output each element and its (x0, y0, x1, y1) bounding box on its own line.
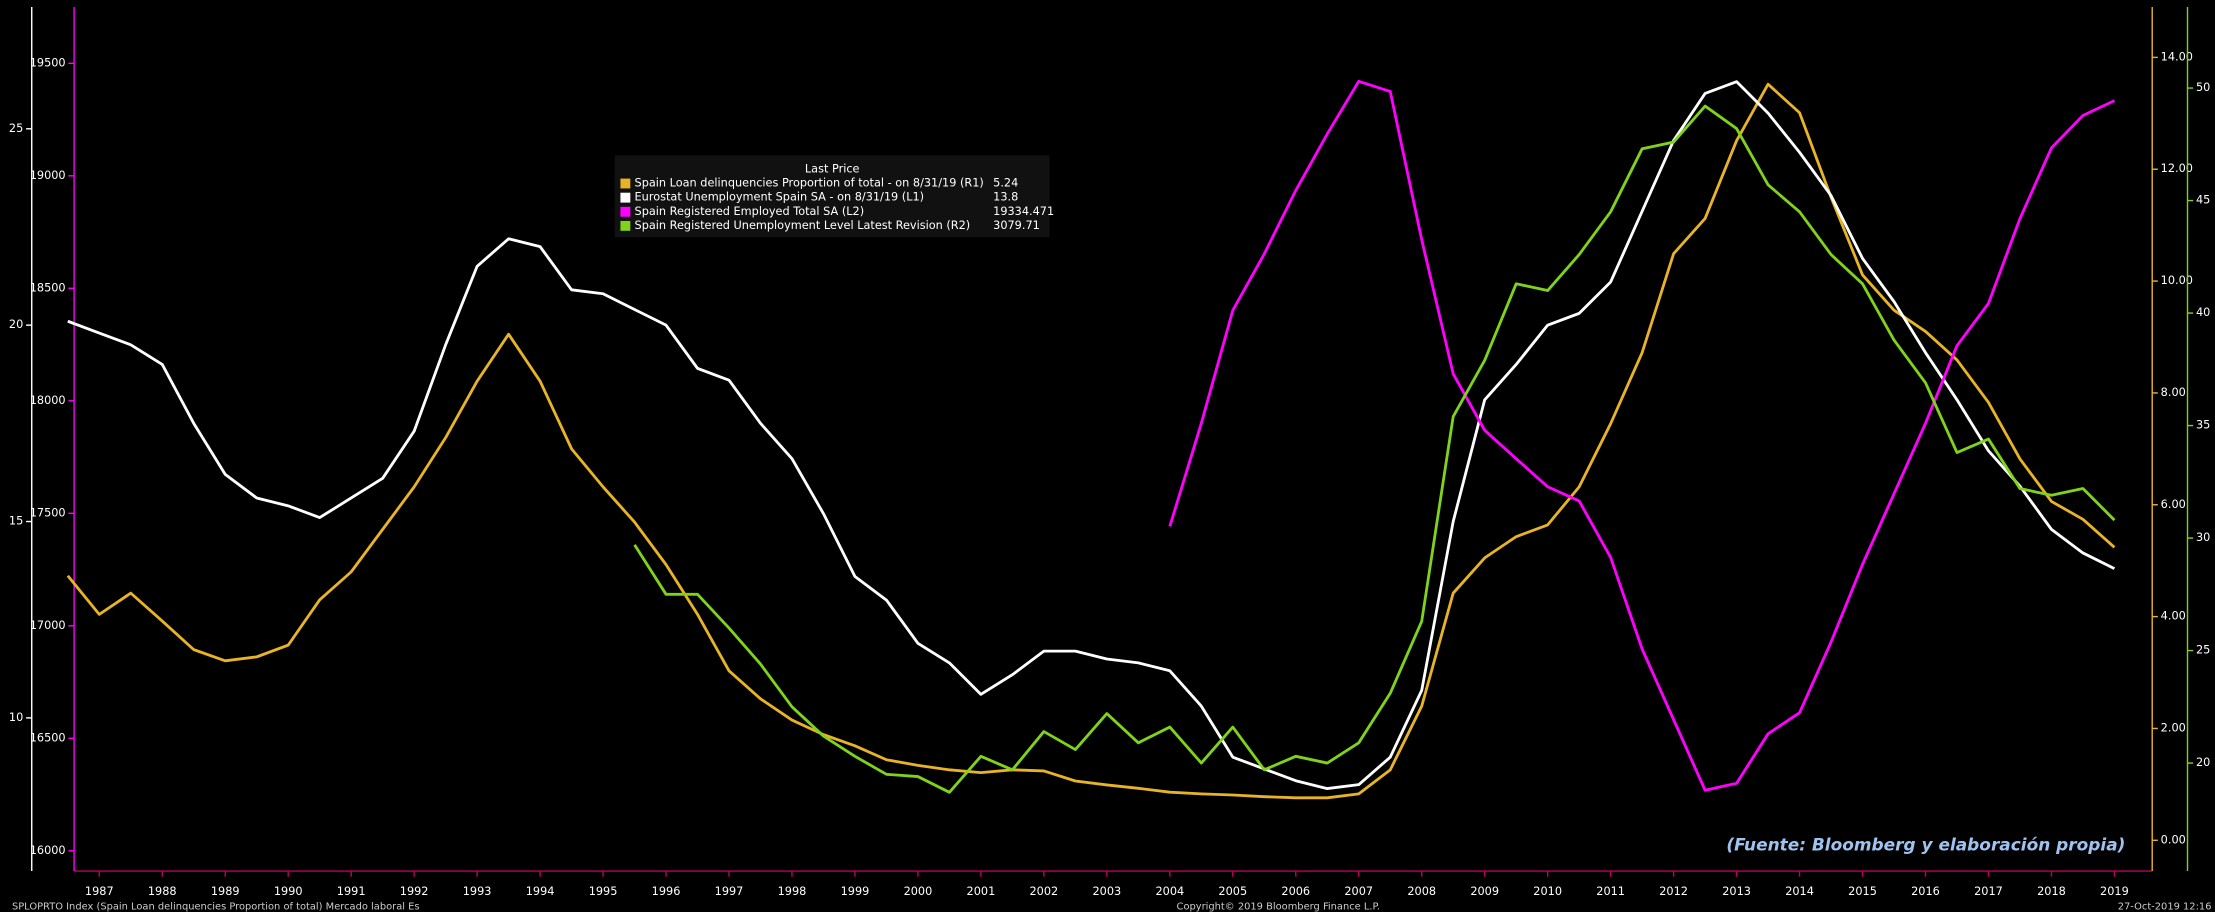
legend-label: Spain Registered Employed Total SA (L2) (635, 205, 865, 218)
y-tick-label: 19500 (30, 56, 66, 69)
y-tick-label: 14.00 (2161, 50, 2193, 63)
x-tick-label: 2019 (2100, 885, 2129, 898)
x-tick-label: 2007 (1344, 885, 1373, 898)
x-tick-label: 1996 (652, 885, 681, 898)
y-tick-label: 15 (9, 515, 23, 528)
x-tick-label: 2018 (2037, 885, 2066, 898)
x-tick-label: 2001 (967, 885, 996, 898)
x-tick-label: 2005 (1218, 885, 1247, 898)
legend-value: 3079.71 (993, 219, 1040, 232)
legend-title: Last Price (805, 162, 860, 175)
series-line (1168, 79, 2116, 792)
y-tick-label: 18500 (30, 281, 66, 294)
x-tick-label: 1990 (274, 885, 303, 898)
series-line (67, 80, 2116, 790)
y-tick-label: 4.00 (2161, 610, 2186, 623)
x-tick-label: 2008 (1407, 885, 1436, 898)
x-tick-label: 2006 (1281, 885, 1310, 898)
legend-label: Spain Loan delinquencies Proportion of t… (635, 177, 984, 190)
legend-value: 19334.471 (993, 205, 1054, 218)
x-tick-label: 2017 (1974, 885, 2003, 898)
y-tick-label: 50 (2196, 81, 2210, 94)
y-tick-label: 20 (2196, 756, 2210, 769)
x-tick-label: 2009 (1470, 885, 1499, 898)
x-tick-label: 2000 (904, 885, 933, 898)
x-tick-label: 1997 (715, 885, 744, 898)
x-tick-label: 1988 (148, 885, 177, 898)
y-tick-label: 12.00 (2161, 162, 2193, 175)
footer-right: 27-Oct-2019 12:16 (2118, 901, 2212, 912)
legend-value: 13.8 (993, 191, 1018, 204)
y-tick-label: 40 (2196, 306, 2210, 319)
x-tick-label: 2014 (1785, 885, 1814, 898)
y-tick-label: 8.00 (2161, 386, 2186, 399)
x-tick-label: 1998 (778, 885, 807, 898)
y-tick-label: 30 (2196, 531, 2210, 544)
x-tick-label: 2012 (1659, 885, 1688, 898)
y-tick-label: 17000 (30, 619, 66, 632)
footer-left: SPLOPRTO Index (Spain Loan delinquencies… (12, 901, 420, 912)
legend-swatch (620, 192, 631, 203)
legend-swatch (620, 220, 631, 231)
y-tick-label: 17500 (30, 506, 66, 519)
x-tick-label: 2010 (1533, 885, 1562, 898)
x-tick-label: 2016 (1911, 885, 1940, 898)
legend-box (614, 155, 1050, 238)
y-tick-label: 2.00 (2161, 721, 2186, 734)
x-tick-label: 2011 (1596, 885, 1625, 898)
footer-center: Copyright© 2019 Bloomberg Finance L.P. (1177, 901, 1381, 912)
x-tick-label: 1993 (463, 885, 492, 898)
y-tick-label: 10.00 (2161, 274, 2193, 287)
x-tick-label: 2003 (1092, 885, 1121, 898)
y-tick-label: 20 (9, 318, 23, 331)
y-tick-label: 18000 (30, 394, 66, 407)
series-line (66, 82, 2116, 800)
y-tick-label: 16500 (30, 731, 66, 744)
x-tick-label: 2002 (1030, 885, 1059, 898)
x-tick-label: 1995 (589, 885, 618, 898)
x-tick-label: 1991 (337, 885, 366, 898)
x-tick-label: 1994 (526, 885, 555, 898)
legend-label: Eurostat Unemployment Spain SA - on 8/31… (635, 191, 925, 204)
x-tick-label: 2013 (1722, 885, 1751, 898)
y-tick-label: 25 (9, 122, 23, 135)
legend-swatch (620, 178, 631, 189)
series-line (633, 104, 2116, 794)
y-tick-label: 16000 (30, 844, 66, 857)
y-tick-label: 45 (2196, 194, 2210, 207)
x-tick-label: 1999 (841, 885, 870, 898)
legend-label: Spain Registered Unemployment Level Late… (635, 219, 971, 232)
y-tick-label: 25 (2196, 644, 2210, 657)
x-tick-label: 1992 (400, 885, 429, 898)
x-tick-label: 2004 (1155, 885, 1184, 898)
y-tick-label: 6.00 (2161, 498, 2186, 511)
legend-swatch (620, 206, 631, 217)
x-tick-label: 1987 (85, 885, 114, 898)
y-tick-label: 0.00 (2161, 833, 2186, 846)
x-tick-label: 1989 (211, 885, 240, 898)
y-tick-label: 10 (9, 711, 23, 724)
x-tick-label: 2015 (1848, 885, 1877, 898)
annotation: (Fuente: Bloomberg y elaboración propia) (1726, 835, 2125, 855)
y-tick-label: 19000 (30, 169, 66, 182)
legend: Last Price Spain Loan delinquencies Prop… (614, 155, 1054, 238)
legend-value: 5.24 (993, 177, 1018, 190)
y-tick-label: 35 (2196, 419, 2210, 432)
